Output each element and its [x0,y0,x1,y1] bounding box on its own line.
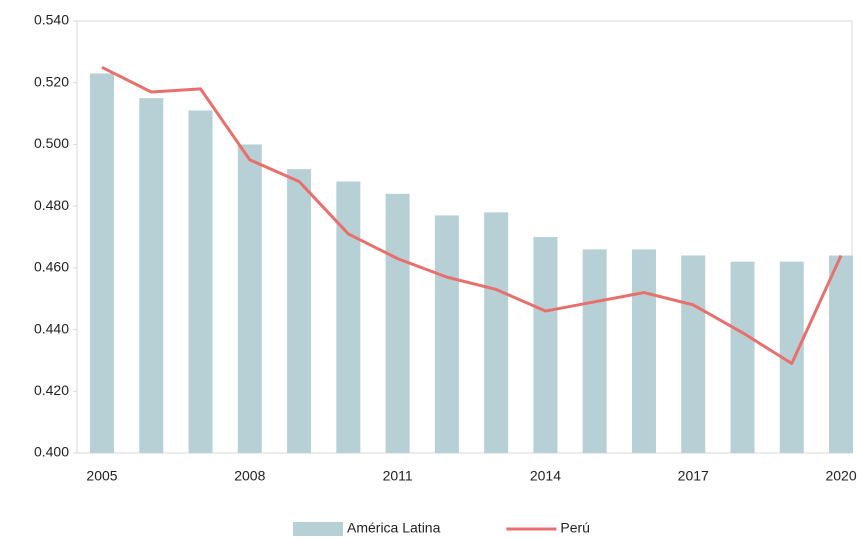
bar [287,169,312,453]
x-tick-label: 2008 [234,468,265,484]
y-tick-label: 0.440 [34,320,69,336]
bar [434,215,459,453]
legend-swatch [293,522,343,536]
x-tick-label: 2020 [825,468,856,484]
x-tick-label: 2017 [678,468,709,484]
bar [139,98,164,454]
y-tick-label: 0.540 [34,12,69,28]
bar [582,249,607,453]
bar [90,73,114,453]
y-tick-label: 0.420 [34,382,69,398]
y-tick-label: 0.460 [34,259,69,275]
bar [681,255,706,453]
legend-label: América Latina [347,520,441,536]
bar [829,255,854,453]
x-tick-label: 2014 [530,468,561,484]
x-tick-label: 2005 [86,468,117,484]
x-tick-label: 2011 [383,468,413,484]
bar [188,110,213,453]
y-tick-label: 0.500 [34,135,69,151]
plot-border [76,20,853,454]
bar [533,237,558,453]
line [101,65,843,366]
bar [484,212,509,453]
legend-label: Perú [560,520,590,536]
bar [237,144,262,453]
bar [385,193,410,454]
bar [730,261,755,453]
bar [631,249,656,453]
y-tick-label: 0.520 [34,73,69,89]
bar [336,181,361,453]
y-tick-label: 0.400 [34,444,69,460]
y-tick-label: 0.480 [34,197,69,213]
